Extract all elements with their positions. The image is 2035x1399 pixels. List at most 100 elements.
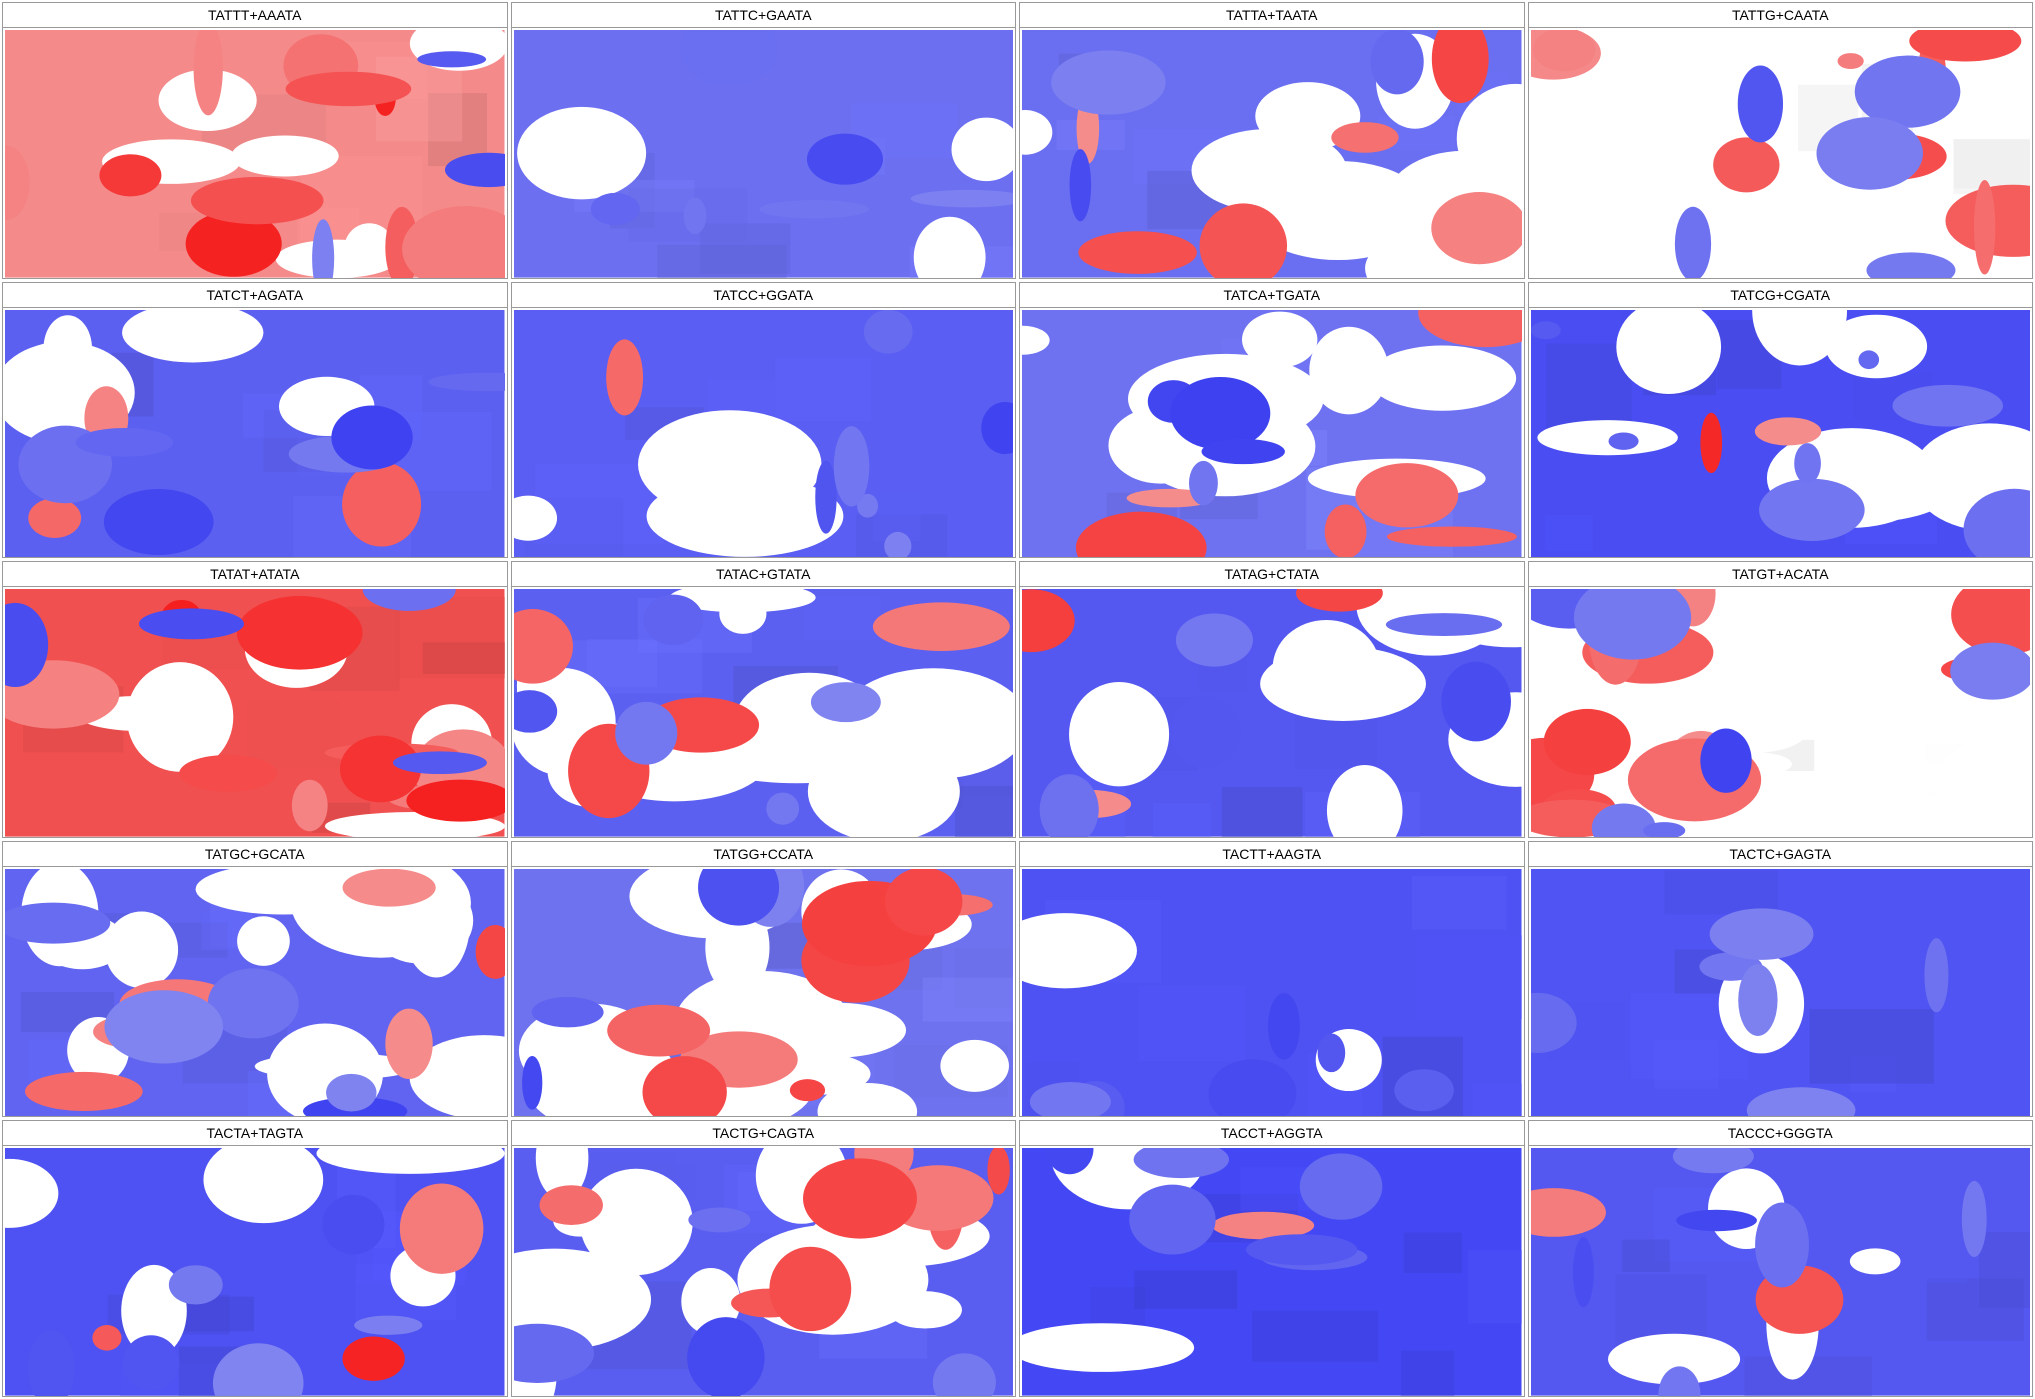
patch	[1663, 869, 1778, 915]
red-region	[1022, 589, 1075, 653]
blue-region	[531, 996, 604, 1028]
patch	[1138, 986, 1246, 1061]
patch	[954, 786, 1013, 837]
blue-region	[322, 1195, 385, 1255]
blue-region	[910, 189, 1013, 208]
heatmap-image	[1530, 309, 2030, 558]
blue-region	[1923, 937, 1948, 1013]
panel-title: TATGG+CCATA	[511, 842, 1015, 867]
red-region	[406, 779, 505, 822]
heatmap	[1022, 309, 1522, 558]
patch	[1400, 1350, 1455, 1396]
white-region	[203, 1148, 324, 1224]
red-region	[1418, 309, 1522, 347]
blue-region	[1175, 613, 1253, 667]
panel-title: TATTG+CAATA	[1528, 3, 2032, 28]
blue-region	[212, 1343, 304, 1396]
blue-region	[5, 902, 111, 944]
blue-region	[863, 309, 913, 354]
blue-region	[1754, 1202, 1809, 1288]
patch	[802, 596, 881, 640]
panel: TACTC+GAGTA	[1527, 840, 2033, 1118]
red-region	[1355, 462, 1459, 528]
red-region	[1199, 203, 1288, 278]
heatmap-image	[513, 1148, 1013, 1396]
blue-region	[513, 1324, 594, 1384]
panel-title: TATTT+AAATA	[3, 3, 507, 28]
red-region	[291, 779, 328, 832]
panel: TACTG+CAGTA	[510, 1120, 1016, 1397]
red-region	[1386, 526, 1517, 547]
heatmap	[513, 589, 1013, 837]
panel-title: TATTC+GAATA	[511, 3, 1015, 28]
panel: TATCA+TGATA	[1019, 281, 1525, 559]
panel: TATCG+CGATA	[1527, 281, 2033, 559]
blue-region	[806, 133, 883, 185]
heatmap	[5, 309, 505, 558]
patch	[1758, 601, 1802, 657]
blue-region	[1045, 1148, 1094, 1175]
blue-region	[697, 868, 779, 926]
white-region	[237, 916, 290, 966]
white-region	[316, 1148, 505, 1175]
blue-region	[1865, 252, 1955, 278]
panel: TATTT+AAATA	[2, 2, 508, 279]
panel: TATAG+CTATA	[1019, 561, 1525, 838]
white-region	[1247, 160, 1429, 261]
heatmap-image	[513, 868, 1013, 1117]
panel-title: TATGT+ACATA	[1528, 562, 2032, 588]
heatmap-image	[1022, 1148, 1522, 1396]
blue-region	[1572, 1237, 1594, 1308]
blue-region	[1246, 1234, 1358, 1266]
blue-region	[1208, 1059, 1297, 1117]
blue-region	[1793, 442, 1821, 484]
red-region	[339, 735, 421, 803]
red-region	[1296, 589, 1383, 612]
blue-region	[1758, 478, 1865, 541]
heatmap-image	[1530, 30, 2030, 278]
blue-region	[138, 608, 244, 640]
white-region	[718, 593, 766, 635]
panel-title: TATAC+GTATA	[511, 562, 1015, 588]
heatmap-image	[513, 30, 1013, 278]
red-region	[24, 1071, 143, 1111]
blue-region	[686, 1317, 765, 1396]
blue-region	[1267, 992, 1300, 1060]
patch	[1544, 514, 1593, 551]
blue-region	[5, 603, 49, 688]
white-region	[939, 1039, 1009, 1092]
patch	[1809, 1008, 1934, 1084]
blue-region	[765, 792, 799, 825]
patch	[774, 357, 871, 421]
blue-region	[1573, 589, 1691, 660]
white-region	[837, 668, 1013, 780]
heatmap	[1022, 30, 1522, 278]
patch	[246, 701, 340, 770]
white-region	[1272, 620, 1381, 716]
blue-region	[1961, 1181, 1987, 1258]
heatmap-image	[1022, 30, 1522, 278]
patch	[656, 244, 787, 278]
blue-region	[1069, 149, 1092, 222]
blue-region	[1385, 613, 1503, 637]
panel: TATTA+TAATA	[1019, 2, 1525, 279]
white-region	[1069, 682, 1170, 787]
blue-region	[1737, 964, 1778, 1036]
patch	[1621, 1239, 1670, 1273]
red-region	[385, 1008, 433, 1079]
blue-region	[1642, 822, 1685, 837]
red-region	[28, 497, 82, 538]
red-region	[1950, 589, 2030, 656]
white-region	[1326, 765, 1403, 837]
panel: TATTC+GAATA	[510, 2, 1016, 279]
blue-region	[679, 30, 777, 86]
patch	[422, 642, 505, 675]
red-region	[1532, 30, 1595, 72]
panel: TATAC+GTATA	[510, 561, 1016, 838]
white-region	[43, 314, 92, 382]
white-region	[275, 239, 398, 278]
blue-region	[122, 1335, 180, 1392]
heatmap-image	[5, 868, 505, 1117]
blue-region	[1039, 774, 1099, 837]
blue-region	[1963, 488, 2030, 558]
